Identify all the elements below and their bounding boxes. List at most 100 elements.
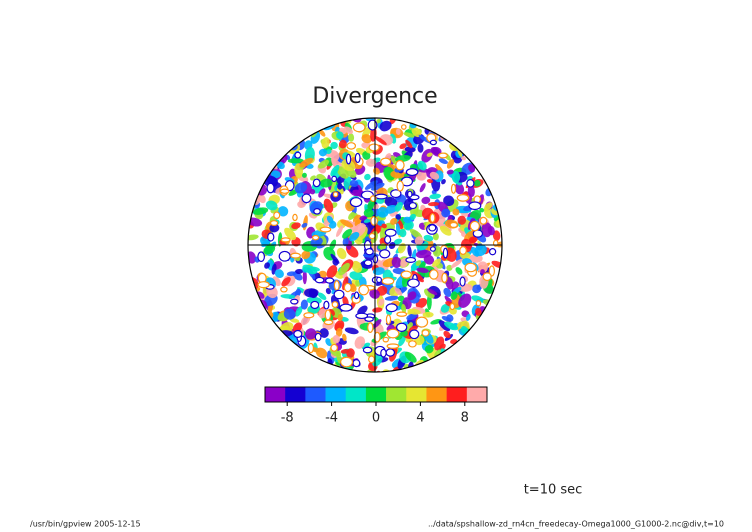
field-hole	[400, 270, 412, 279]
field-blob	[300, 299, 308, 310]
field-blob	[376, 118, 381, 124]
field-blob	[446, 264, 453, 271]
field-hole	[339, 303, 353, 312]
field-hole	[362, 346, 373, 354]
field-hole	[488, 265, 496, 277]
field-blob	[417, 143, 424, 153]
field-hole	[384, 235, 392, 244]
field-blob	[468, 236, 477, 244]
field-blob	[446, 314, 454, 322]
field-blob	[473, 179, 481, 187]
field-hole	[380, 348, 387, 358]
field-blob	[318, 148, 328, 157]
field-hole	[313, 208, 321, 215]
field-blob	[460, 326, 469, 334]
field-blob	[361, 134, 373, 144]
field-blob	[475, 307, 482, 316]
field-blob	[394, 286, 403, 296]
field-hole	[385, 303, 398, 313]
field-blob	[280, 294, 296, 299]
field-hole	[280, 286, 288, 293]
footer-left: /usr/bin/gpview 2005-12-15	[30, 520, 141, 529]
field-hole	[396, 322, 408, 333]
field-hole	[314, 276, 325, 284]
field-hole	[409, 329, 420, 340]
field-blob	[325, 288, 332, 295]
field-blob	[480, 269, 485, 274]
field-blob	[415, 260, 422, 266]
field-blob	[330, 141, 338, 150]
field-blob	[443, 330, 451, 339]
field-hole	[475, 300, 482, 307]
field-blob	[301, 250, 311, 260]
field-hole	[280, 237, 291, 243]
field-blob	[441, 208, 451, 218]
field-blob	[318, 159, 330, 169]
field-blob	[451, 170, 461, 184]
field-blob	[467, 184, 475, 197]
field-blob	[302, 269, 307, 285]
field-blob	[411, 127, 422, 138]
field-blob	[468, 164, 476, 173]
field-blob	[424, 344, 434, 354]
field-blob	[427, 201, 440, 207]
field-blob	[441, 179, 446, 185]
field-blob	[374, 135, 387, 145]
field-hole	[343, 282, 352, 293]
field-hole	[386, 343, 400, 349]
field-hole	[293, 329, 303, 338]
field-blob	[381, 223, 387, 229]
field-hole	[333, 289, 345, 300]
field-blob	[470, 246, 480, 257]
field-blob	[422, 311, 434, 318]
field-hole	[438, 152, 448, 159]
field-hole	[449, 302, 456, 311]
field-hole	[396, 311, 408, 317]
field-hole	[290, 298, 299, 305]
field-blob	[301, 222, 308, 228]
field-blob	[370, 182, 385, 191]
field-hole	[429, 139, 437, 146]
field-blob	[294, 268, 304, 274]
colorbar-cell	[325, 387, 347, 402]
field-hole	[408, 202, 418, 210]
colorbar-tick-label: 0	[372, 411, 380, 426]
field-hole	[355, 312, 369, 320]
field-blob	[277, 206, 289, 217]
field-blob	[336, 225, 344, 237]
field-hole	[395, 159, 405, 171]
field-hole	[303, 312, 315, 319]
field-blob	[317, 292, 327, 300]
field-blob	[496, 241, 502, 248]
field-hole	[450, 183, 457, 194]
field-hole	[370, 215, 378, 226]
field-blob	[390, 217, 398, 225]
field-hole	[468, 201, 482, 211]
field-hole	[340, 356, 354, 368]
field-blob	[351, 260, 363, 273]
field-hole	[354, 152, 361, 164]
field-blob	[417, 170, 427, 181]
field-blob	[319, 178, 333, 188]
field-hole	[310, 300, 320, 310]
field-hole	[290, 252, 301, 259]
field-blob	[334, 320, 345, 332]
field-blob	[289, 318, 300, 323]
field-hole	[349, 197, 363, 208]
field-blob	[458, 293, 472, 308]
field-hole	[330, 343, 338, 352]
field-hole	[442, 247, 449, 259]
field-hole	[415, 316, 429, 328]
field-blob	[357, 305, 368, 315]
field-blob	[337, 313, 343, 322]
field-blob	[342, 276, 349, 291]
field-hole	[441, 272, 448, 283]
field-hole	[382, 336, 390, 343]
field-blob	[264, 262, 270, 269]
field-blob	[477, 261, 489, 274]
field-blob	[286, 271, 297, 277]
field-blob	[439, 225, 452, 236]
field-hole	[332, 191, 339, 198]
field-blob	[348, 133, 355, 142]
colorbar-tick-label: 8	[461, 411, 469, 426]
